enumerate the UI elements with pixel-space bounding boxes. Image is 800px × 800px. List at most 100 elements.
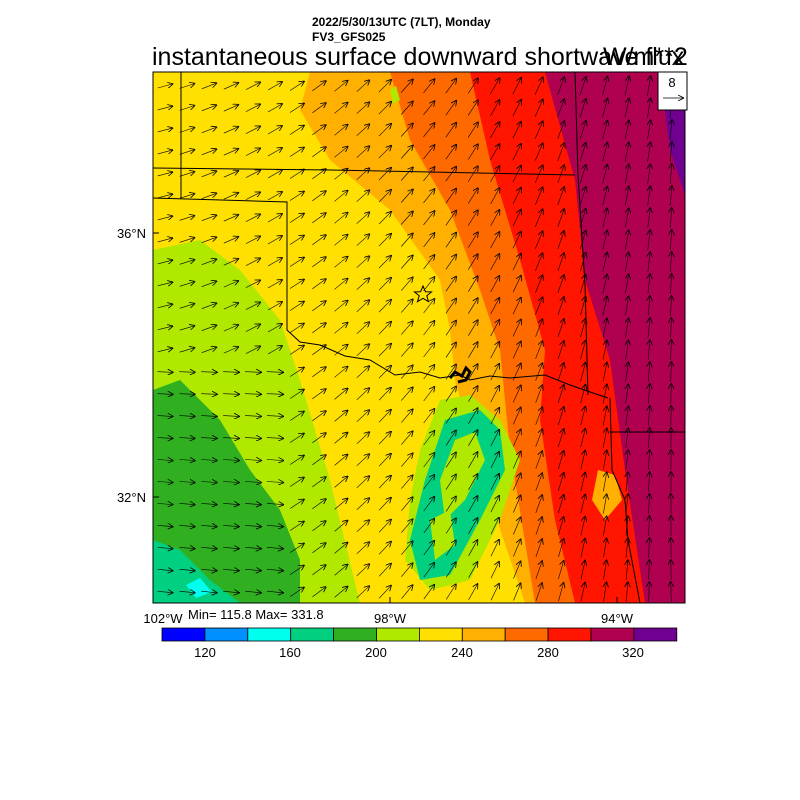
wind-vector — [557, 319, 564, 337]
colorbar-labels: 120 160 200 240 280 320 — [194, 645, 644, 660]
wind-vector — [648, 384, 650, 404]
wind-vector — [289, 236, 304, 245]
wind-vector — [245, 170, 260, 178]
station-star-marker — [413, 284, 433, 303]
wind-vector — [445, 497, 456, 512]
wind-vector — [289, 148, 304, 157]
colorbar-bin — [547, 627, 592, 642]
wind-vector — [244, 416, 261, 417]
wind-vector — [603, 473, 606, 492]
wind-vector — [356, 366, 369, 379]
wind-vector — [580, 539, 585, 558]
wind-vector — [468, 386, 477, 402]
wind-vector — [245, 547, 261, 548]
wind-vector — [626, 318, 629, 338]
wind-vector — [378, 410, 391, 423]
wind-vector — [157, 460, 173, 461]
wind-vector — [468, 540, 478, 556]
wind-vector — [512, 188, 521, 205]
wind-vector — [223, 215, 238, 222]
wind-vector — [378, 234, 391, 247]
wind-vector — [378, 168, 391, 181]
wind-vector — [512, 100, 521, 117]
wind-vector — [334, 345, 348, 356]
wind-vector — [579, 187, 586, 206]
wind-vector — [201, 347, 217, 353]
wind-vector — [312, 103, 325, 114]
wind-vector — [312, 389, 325, 400]
wind-vector — [201, 303, 217, 309]
wind-vector — [490, 584, 499, 601]
wind-vector — [289, 170, 304, 179]
wind-vector — [579, 165, 586, 184]
wind-vector — [201, 547, 216, 548]
wind-vector — [423, 321, 435, 336]
wind-vector — [557, 341, 564, 359]
wind-vector — [334, 521, 348, 532]
wind-vector — [267, 324, 282, 333]
wind-vector — [201, 193, 217, 199]
wind-vector — [179, 238, 195, 243]
wind-vector — [334, 587, 348, 598]
wind-vector — [580, 231, 585, 250]
wind-vector — [378, 432, 391, 445]
wind-vector — [626, 450, 628, 470]
wind-vector — [378, 300, 391, 313]
wind-vector — [626, 538, 628, 558]
lat-label-32n: 32°N — [117, 490, 146, 505]
colorbar-bin — [504, 627, 549, 642]
wind-vector — [312, 125, 325, 136]
wind-vector — [356, 168, 370, 180]
wind-vector — [648, 450, 649, 470]
wind-vector — [334, 433, 348, 444]
wind-vector — [670, 252, 671, 272]
wind-vector — [445, 189, 456, 204]
wind-vector — [535, 122, 542, 139]
wind-vector — [580, 385, 586, 404]
min-max-label: Min= 115.8 Max= 331.8 — [188, 607, 324, 622]
wind-vector — [423, 453, 435, 468]
wind-vector — [290, 566, 304, 575]
wind-vector — [312, 257, 325, 268]
wind-vector — [245, 324, 260, 332]
wind-vector — [602, 99, 608, 118]
wind-vector — [490, 254, 500, 271]
wind-vector — [468, 298, 477, 314]
wind-vector — [157, 304, 173, 308]
wind-vector — [490, 540, 499, 557]
wind-vector — [179, 569, 194, 570]
wind-vector — [356, 234, 370, 246]
wind-vector — [423, 189, 435, 204]
wind-vector — [557, 187, 564, 206]
state-boundaries — [153, 72, 685, 603]
wind-vector — [400, 212, 413, 225]
wind-vector — [400, 102, 413, 115]
wind-vector — [312, 323, 325, 334]
wind-vector — [157, 194, 173, 198]
wind-vector — [289, 258, 304, 267]
wind-vector — [223, 394, 239, 395]
wind-vector — [423, 255, 435, 270]
wind-vector — [290, 478, 304, 487]
wind-vector — [423, 101, 435, 115]
wind-vector — [179, 194, 195, 199]
wind-vector — [671, 582, 672, 602]
wind-vector — [557, 231, 564, 249]
wind-vector — [245, 591, 261, 593]
wind-vector — [179, 304, 195, 309]
wind-vector — [513, 452, 520, 469]
wind-vector — [290, 324, 304, 333]
wind-vector — [535, 319, 543, 337]
wind-vector — [557, 385, 564, 404]
wind-vector — [468, 518, 478, 534]
wind-vector — [445, 563, 456, 578]
wind-vector — [378, 256, 391, 269]
wind-vector — [626, 560, 628, 580]
wind-vector — [334, 147, 348, 158]
wind-vector — [401, 585, 413, 599]
wind-vector — [179, 372, 194, 373]
wind-vector — [626, 472, 628, 492]
wind-vector — [535, 297, 543, 315]
wind-vector — [512, 78, 521, 95]
wind-vector — [535, 495, 542, 513]
